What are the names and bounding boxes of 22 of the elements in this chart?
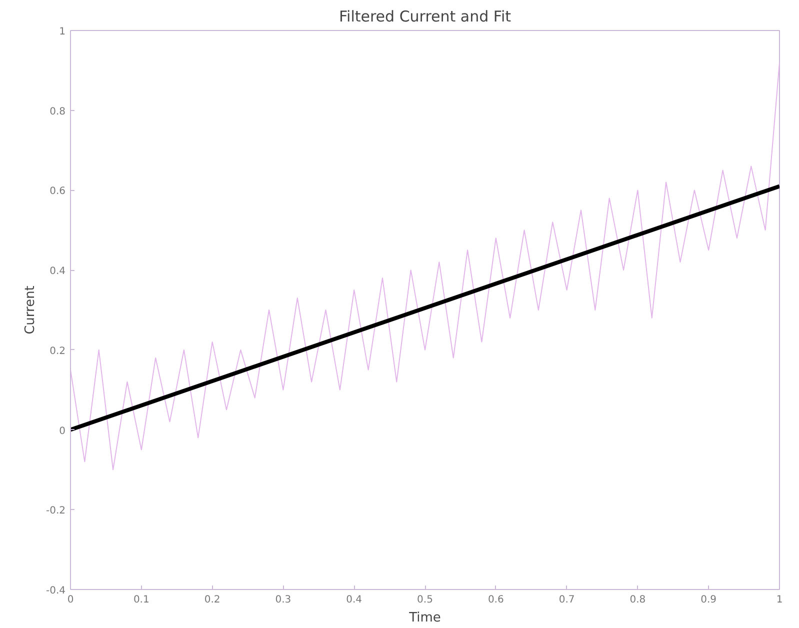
y-tick-label: 0.2	[50, 346, 66, 357]
y-tick-label: 0.4	[50, 266, 66, 278]
x-tick-label: 0.4	[346, 594, 362, 606]
x-tick-label: 0.7	[558, 594, 575, 606]
x-tick-label: 1	[776, 594, 783, 606]
x-tick-label: 0	[67, 594, 74, 606]
x-tick-label: 0.8	[630, 594, 646, 606]
y-tick-label: 0	[59, 426, 66, 437]
y-tick-label: 1	[59, 26, 66, 38]
x-tick-label: 0.9	[700, 594, 717, 606]
x-tick-label: 0.1	[133, 594, 150, 606]
y-tick-label: 0.6	[50, 186, 66, 198]
x-tick-label: 0.2	[204, 594, 220, 606]
y-tick-label: -0.2	[46, 506, 66, 517]
y-axis-title: Current	[22, 286, 38, 334]
x-tick-label: 0.5	[417, 594, 433, 606]
x-tick-label: 0.3	[275, 594, 292, 606]
y-tick-label: 0.8	[50, 106, 66, 118]
y-tick-label: -0.4	[46, 586, 66, 596]
chart-title: Filtered Current and Fit	[338, 8, 512, 26]
x-axis-title: Time	[408, 610, 441, 626]
x-tick-label: 0.6	[488, 594, 504, 606]
